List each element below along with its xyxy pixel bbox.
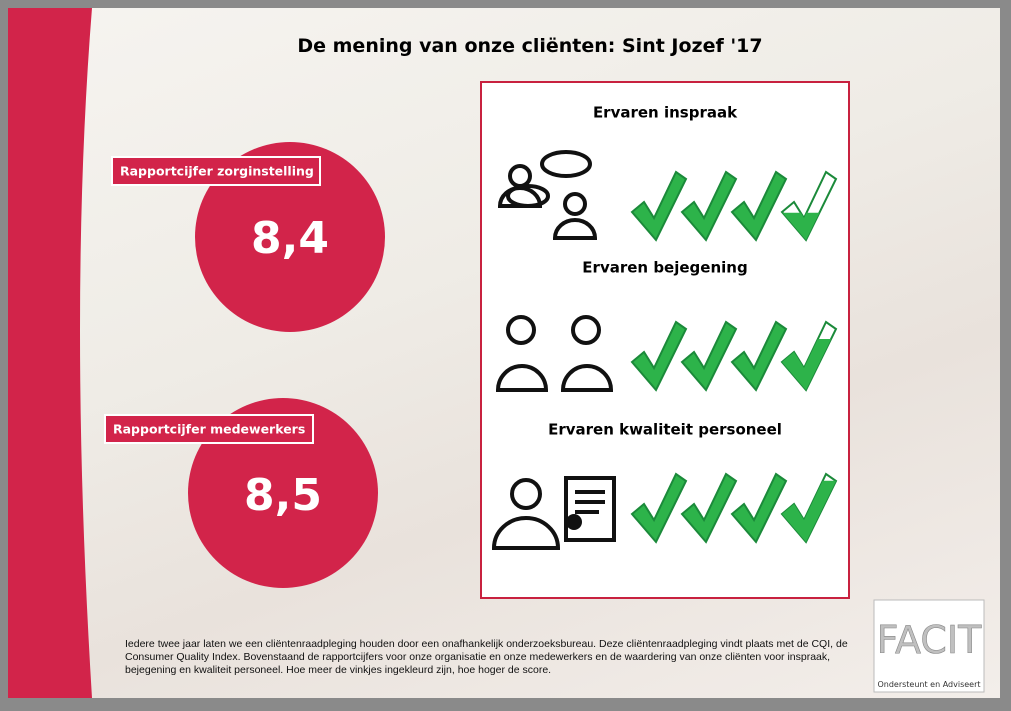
logo-tagline: Ondersteunt en Adviseert: [877, 680, 980, 689]
check-row: [630, 472, 838, 544]
check: [630, 472, 688, 544]
check-partial: [782, 480, 836, 542]
check-row: [630, 170, 838, 242]
icons: [491, 150, 616, 550]
check: [680, 170, 738, 242]
seal: [566, 514, 582, 530]
logo-box: [873, 599, 985, 693]
logo: FACIT: [877, 618, 982, 662]
check: [730, 170, 788, 242]
check: [680, 320, 738, 392]
check: [630, 320, 688, 392]
check-partial: [782, 339, 832, 390]
check: [730, 472, 788, 544]
rating-title: Ervaren inspraak: [593, 104, 738, 122]
title: De mening van onze cliënten: Sint Jozef …: [297, 35, 762, 57]
check: [630, 170, 688, 242]
infographic: De mening van onze cliënten: Sint Jozef …: [8, 8, 985, 698]
poster: De mening van onze cliënten: Sint Jozef …: [8, 8, 1000, 698]
check-row: [630, 320, 838, 392]
rating-title: Ervaren bejegening: [582, 259, 747, 277]
score-circle: [188, 398, 378, 588]
score-value: 8,4: [251, 213, 329, 264]
footer-text: Iedere twee jaar laten we een cliëntenra…: [125, 638, 848, 676]
rating-title: Ervaren kwaliteit personeel: [548, 421, 782, 439]
check-partial: [782, 212, 820, 240]
score-label: Rapportcijfer medewerkers: [113, 422, 305, 437]
check: [730, 320, 788, 392]
side-stripe: [8, 8, 92, 698]
score-label-box: [104, 414, 314, 444]
score-label-box: [111, 156, 321, 186]
score-label: Rapportcijfer zorginstelling: [120, 164, 314, 179]
check: [680, 472, 738, 544]
score-circle: [195, 142, 385, 332]
score-value: 8,5: [244, 470, 322, 521]
